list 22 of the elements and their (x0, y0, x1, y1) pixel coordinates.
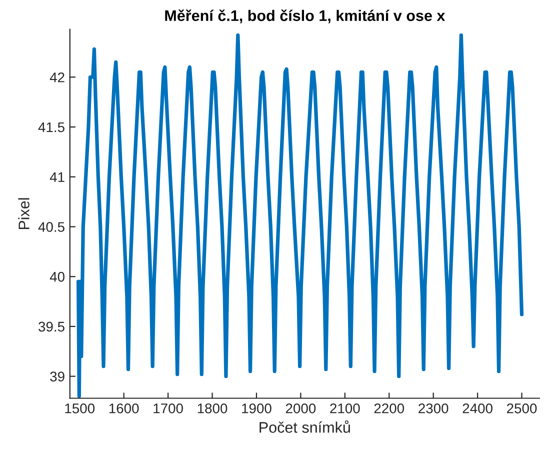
x-axis-title: Počet snímků (260, 420, 350, 433)
x-tick-label: 2400 (462, 403, 492, 414)
x-tick-label: 2100 (330, 403, 360, 414)
x-tick-label: 1900 (242, 403, 272, 414)
x-tick-label: 1700 (154, 403, 183, 414)
x-tick-label: 1500 (65, 403, 95, 414)
x-tick-label: 2300 (418, 403, 448, 414)
y-axis-title: Pixel (18, 198, 30, 230)
y-tick-label: 39.5 (38, 322, 64, 332)
x-tick-label: 2500 (507, 403, 537, 414)
y-tick-label: 41 (50, 172, 64, 182)
x-tick-label: 2000 (286, 403, 316, 414)
x-tick-label: 1600 (109, 403, 139, 414)
y-tick-label: 40.5 (38, 222, 64, 232)
y-tick-label: 40 (50, 272, 64, 282)
x-tick-label: 1800 (198, 403, 228, 414)
line-series (76, 33, 524, 398)
y-tick-label: 41.5 (38, 122, 64, 132)
x-tick-label: 2200 (374, 403, 404, 414)
chart-title: Měření č.1, bod číslo 1, kmitání v ose x (165, 10, 446, 24)
y-tick-label: 42 (50, 72, 64, 82)
y-tick-label: 39 (50, 372, 64, 382)
